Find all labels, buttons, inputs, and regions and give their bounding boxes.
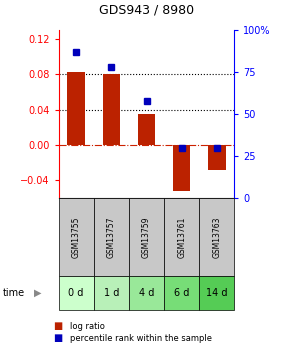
Text: 6 d: 6 d — [174, 288, 189, 298]
Text: 0 d: 0 d — [69, 288, 84, 298]
Text: ▶: ▶ — [34, 288, 42, 298]
Bar — [103, 74, 120, 145]
Bar — [67, 72, 85, 145]
Text: GSM13755: GSM13755 — [72, 216, 81, 258]
Text: log ratio: log ratio — [70, 322, 105, 331]
Text: GDS943 / 8980: GDS943 / 8980 — [99, 3, 194, 16]
Text: ■: ■ — [53, 321, 62, 331]
Bar — [138, 114, 155, 145]
Text: 4 d: 4 d — [139, 288, 154, 298]
Bar — [208, 145, 226, 170]
Text: percentile rank within the sample: percentile rank within the sample — [70, 334, 212, 343]
Text: GSM13757: GSM13757 — [107, 216, 116, 258]
Text: time: time — [3, 288, 25, 298]
Text: GSM13761: GSM13761 — [177, 216, 186, 258]
Text: GSM13763: GSM13763 — [212, 216, 221, 258]
Text: 14 d: 14 d — [206, 288, 228, 298]
Text: ■: ■ — [53, 333, 62, 343]
Text: GSM13759: GSM13759 — [142, 216, 151, 258]
Text: 1 d: 1 d — [104, 288, 119, 298]
Bar — [173, 145, 190, 191]
